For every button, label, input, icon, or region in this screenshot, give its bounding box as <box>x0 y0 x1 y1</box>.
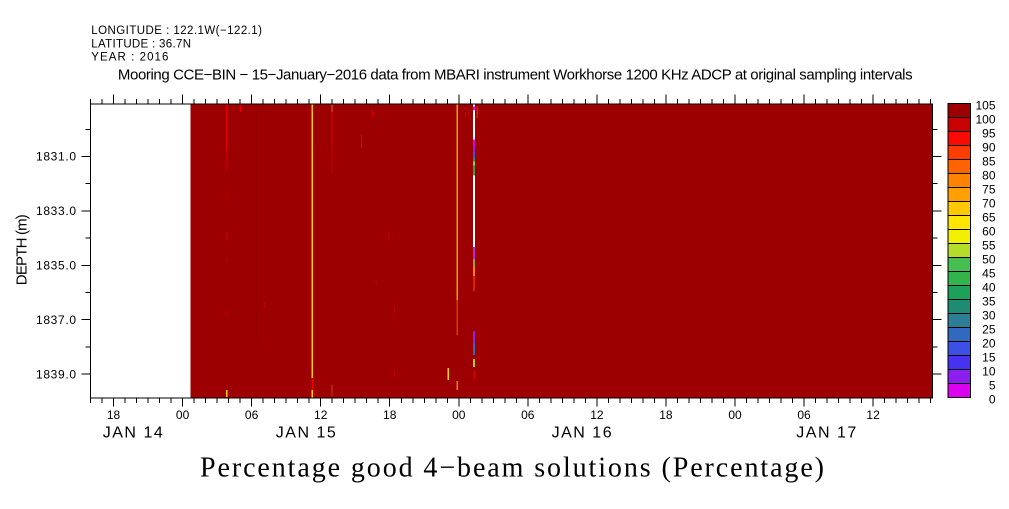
svg-text:JAN 14: JAN 14 <box>103 425 163 442</box>
svg-text:105: 105 <box>975 99 995 113</box>
svg-text:35: 35 <box>982 295 996 309</box>
svg-text:95: 95 <box>982 127 996 141</box>
svg-text:Mooring CCE−BIN − 15−January−2: Mooring CCE−BIN − 15−January−2016 data f… <box>118 66 913 83</box>
svg-text:45: 45 <box>982 267 996 281</box>
svg-text:06: 06 <box>797 408 811 422</box>
svg-text:JAN 15: JAN 15 <box>276 425 336 442</box>
svg-text:06: 06 <box>521 408 535 422</box>
svg-text:12: 12 <box>590 408 604 422</box>
svg-text:1839.0: 1839.0 <box>36 367 76 381</box>
svg-text:12: 12 <box>866 408 880 422</box>
svg-text:5: 5 <box>989 379 996 393</box>
svg-text:1835.0: 1835.0 <box>36 259 76 273</box>
svg-text:90: 90 <box>982 141 996 155</box>
svg-text:LATITUDE : 36.7N: LATITUDE : 36.7N <box>91 38 191 50</box>
svg-text:40: 40 <box>982 281 996 295</box>
svg-text:JAN 16: JAN 16 <box>552 425 612 442</box>
svg-text:12: 12 <box>314 408 328 422</box>
svg-text:1833.0: 1833.0 <box>36 204 76 218</box>
svg-text:18: 18 <box>107 408 121 422</box>
svg-text:55: 55 <box>982 239 996 253</box>
svg-text:Percentage good 4−beam solutio: Percentage good 4−beam solutions (Percen… <box>200 453 824 484</box>
svg-text:1837.0: 1837.0 <box>36 313 76 327</box>
svg-text:00: 00 <box>452 408 466 422</box>
svg-text:60: 60 <box>982 225 996 239</box>
svg-text:100: 100 <box>975 113 995 127</box>
svg-text:65: 65 <box>982 211 996 225</box>
svg-text:DEPTH (m): DEPTH (m) <box>14 214 31 285</box>
svg-text:06: 06 <box>245 408 259 422</box>
svg-text:20: 20 <box>982 337 996 351</box>
svg-text:18: 18 <box>659 408 673 422</box>
svg-text:JAN 17: JAN 17 <box>796 425 856 442</box>
svg-text:0: 0 <box>989 393 996 407</box>
svg-text:80: 80 <box>982 169 996 183</box>
svg-text:LONGITUDE : 122.1W(−122.1): LONGITUDE : 122.1W(−122.1) <box>91 25 262 37</box>
svg-text:50: 50 <box>982 253 996 267</box>
svg-text:00: 00 <box>728 408 742 422</box>
svg-text:1831.0: 1831.0 <box>36 150 76 164</box>
svg-text:15: 15 <box>982 351 996 365</box>
svg-text:70: 70 <box>982 197 996 211</box>
svg-text:25: 25 <box>982 323 996 337</box>
svg-text:75: 75 <box>982 183 996 197</box>
svg-text:10: 10 <box>982 365 996 379</box>
svg-text:85: 85 <box>982 155 996 169</box>
svg-text:18: 18 <box>383 408 397 422</box>
svg-text:00: 00 <box>176 408 190 422</box>
svg-text:30: 30 <box>982 309 996 323</box>
svg-text:YEAR : 2016: YEAR : 2016 <box>91 52 168 64</box>
